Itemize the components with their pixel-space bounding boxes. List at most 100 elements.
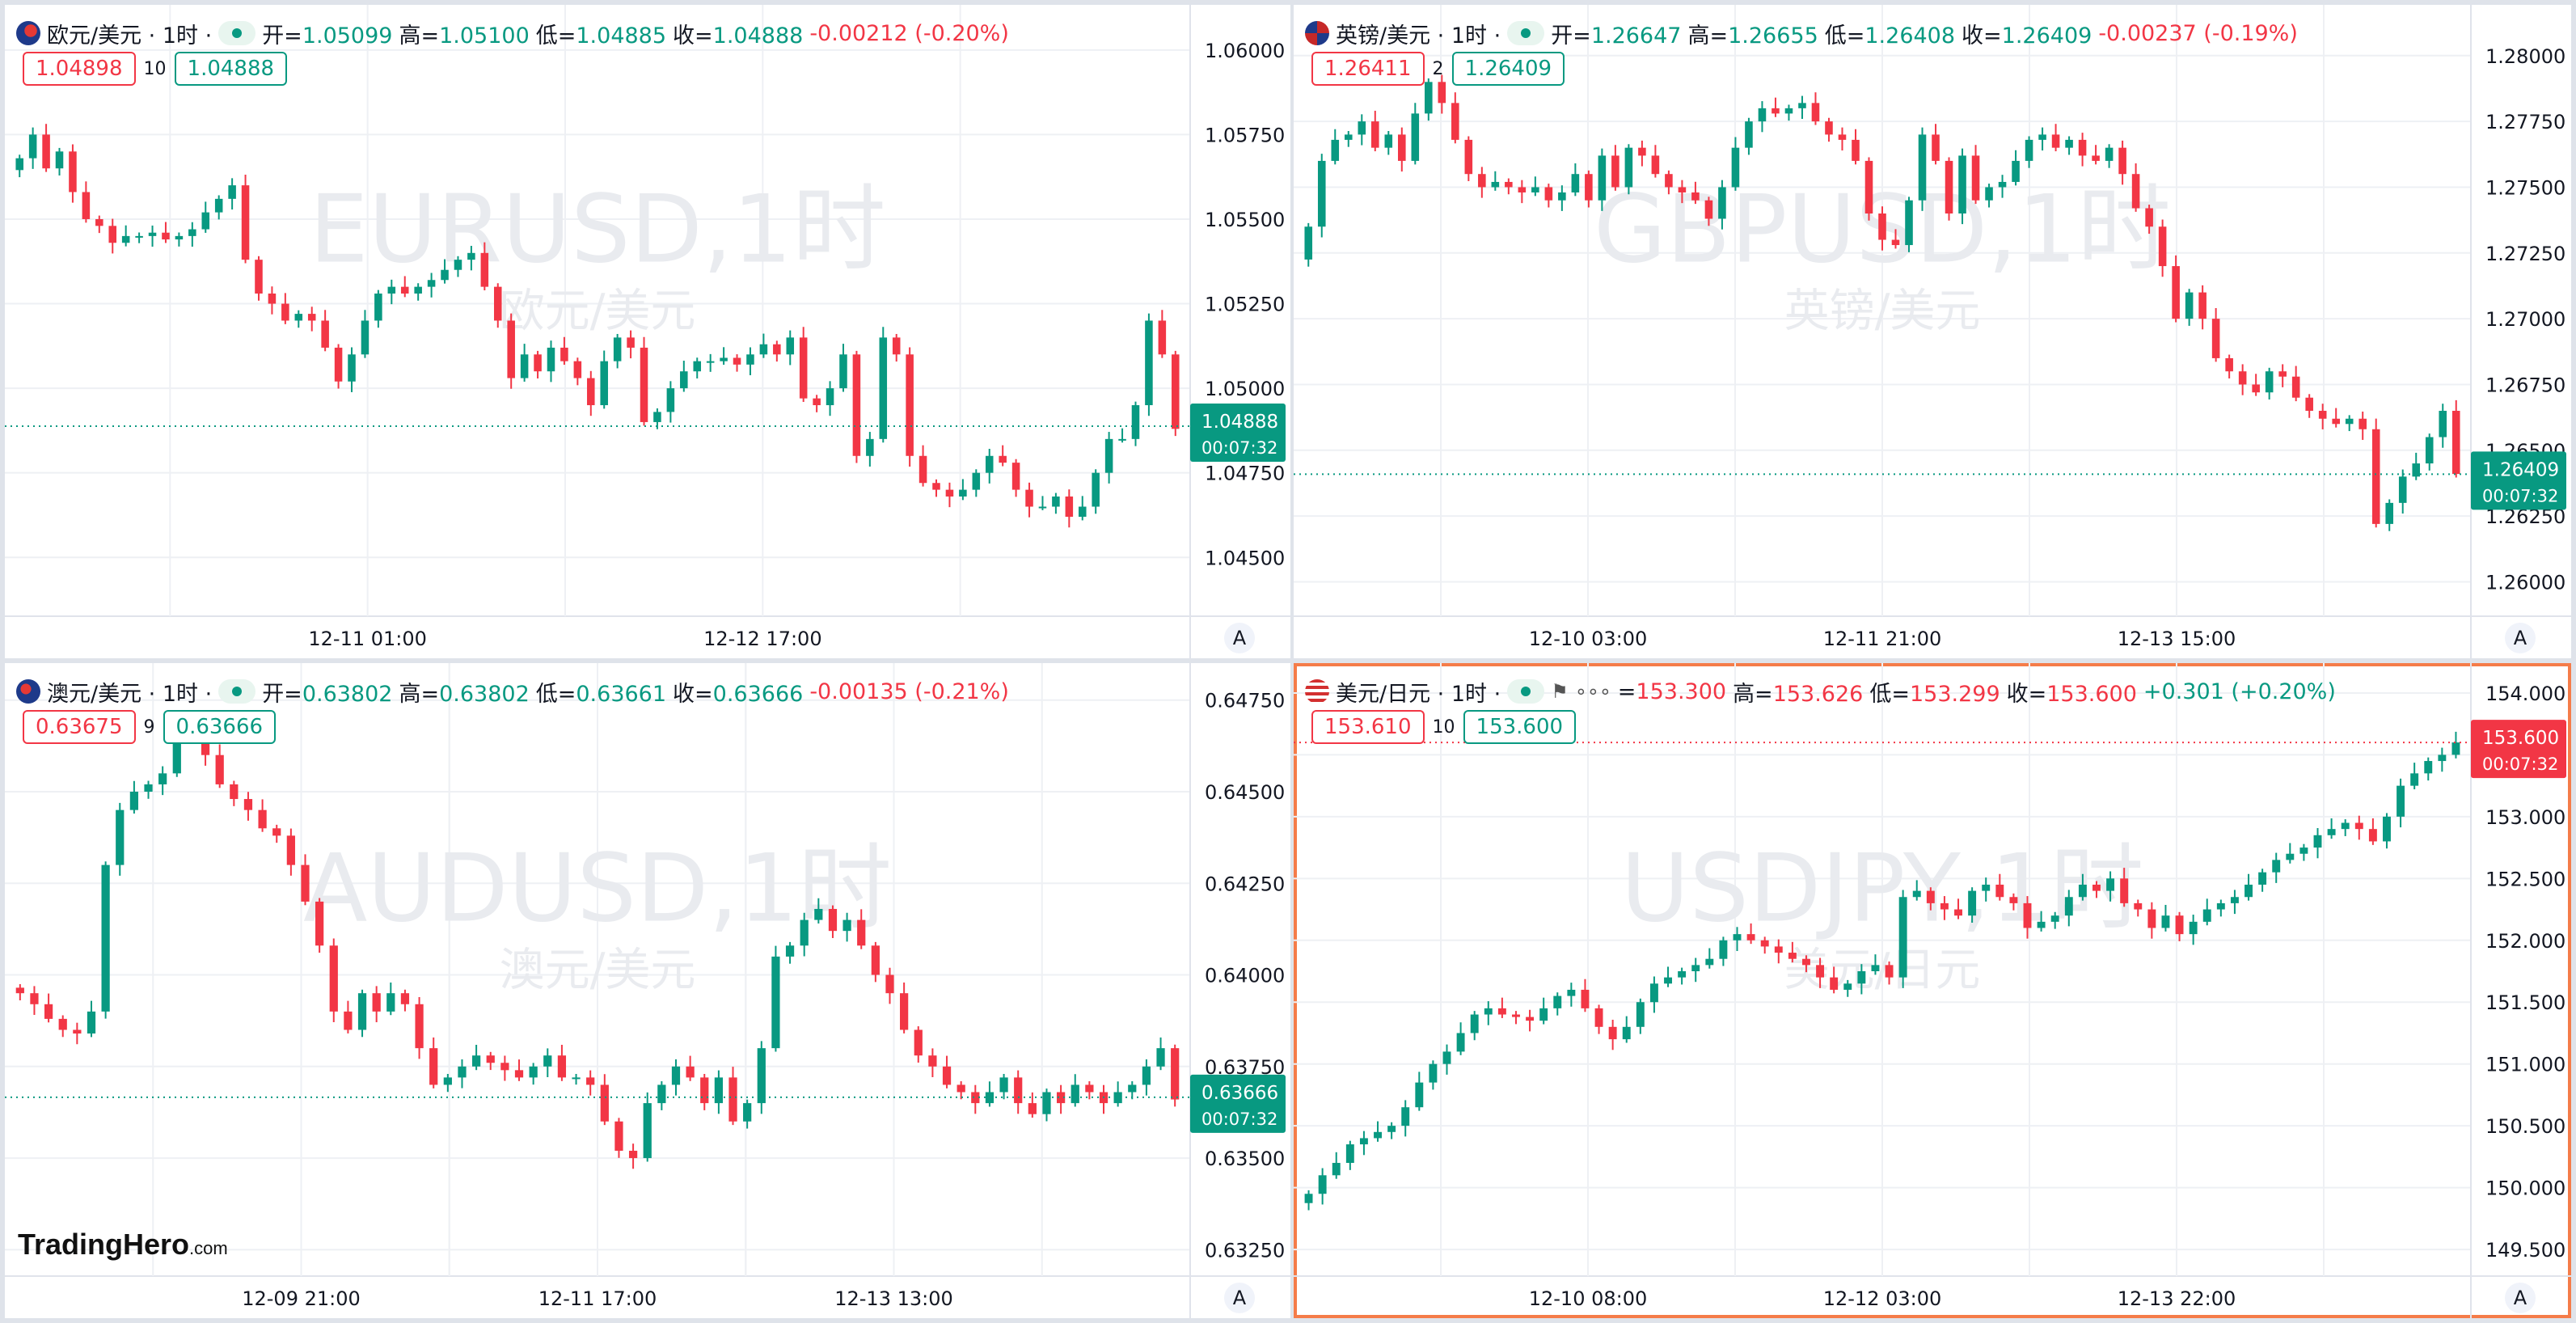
candle-body[interactable] (2451, 411, 2460, 475)
candle-body[interactable] (1567, 989, 1576, 996)
candle-body[interactable] (1464, 139, 1473, 175)
candle-body[interactable] (1731, 147, 1740, 188)
symbol-header[interactable]: 英镑/美元 · 1时 · 开=1.26647 高=1.26655 低=1.26408 收… (1305, 13, 2298, 53)
candle-body[interactable] (2286, 853, 2295, 860)
candle-body[interactable] (2025, 139, 2033, 161)
candle-body[interactable] (560, 347, 568, 361)
candle-body[interactable] (2051, 134, 2060, 148)
market-status-icon[interactable] (218, 679, 256, 704)
candle-body[interactable] (214, 198, 223, 213)
candle-body[interactable] (480, 252, 489, 287)
candle-body[interactable] (1611, 155, 1620, 188)
candle-body[interactable] (932, 483, 940, 490)
candle-body[interactable] (1415, 1082, 1424, 1108)
candle-body[interactable] (1825, 121, 1833, 135)
candle-body[interactable] (1665, 174, 1673, 188)
candle-body[interactable] (2258, 872, 2267, 885)
candle-body[interactable] (2238, 371, 2247, 385)
candle-body[interactable] (600, 1084, 609, 1122)
candle-body[interactable] (720, 357, 728, 361)
candle-body[interactable] (1864, 160, 1873, 213)
candle-body[interactable] (2172, 266, 2180, 319)
candle-body[interactable] (1065, 496, 1074, 518)
candle-body[interactable] (301, 864, 310, 902)
candle-body[interactable] (1539, 1008, 1548, 1021)
candle-body[interactable] (1772, 108, 1780, 114)
candle-body[interactable] (228, 185, 236, 199)
candle-body[interactable] (1553, 995, 1562, 1008)
candle-body[interactable] (441, 269, 449, 281)
candle-body[interactable] (956, 1084, 965, 1093)
candle-body[interactable] (640, 347, 648, 422)
candle-body[interactable] (2175, 915, 2184, 935)
symbol-title[interactable]: 美元/日元 · 1时 · (1336, 681, 1501, 707)
candle-body[interactable] (243, 799, 253, 810)
candle-body[interactable] (1358, 121, 1366, 135)
candle-body[interactable] (1113, 1092, 1122, 1104)
candle-body[interactable] (786, 337, 795, 355)
buy-button[interactable]: 1.26409 (1451, 52, 1565, 86)
candle-body[interactable] (839, 354, 847, 389)
candle-body[interactable] (1622, 1026, 1631, 1040)
candle-body[interactable] (315, 901, 324, 946)
candle-body[interactable] (230, 784, 239, 800)
candle-body[interactable] (2318, 411, 2327, 419)
candle-body[interactable] (520, 354, 529, 378)
candle-body[interactable] (529, 1066, 538, 1078)
candle-body[interactable] (1733, 934, 1742, 940)
auto-scale-button[interactable]: A (2505, 623, 2536, 653)
candle-body[interactable] (2327, 829, 2336, 835)
candle-body[interactable] (2120, 878, 2129, 903)
candle-body[interactable] (1085, 1084, 1094, 1093)
candle-body[interactable] (486, 1055, 495, 1063)
candle-body[interactable] (918, 455, 927, 484)
symbol-header[interactable]: 美元/日元 · 1时 · ⚑ ∘∘∘ =153.300 高=153.626 低=153.2… (1305, 671, 2336, 712)
candle-body[interactable] (1774, 946, 1783, 953)
candle-body[interactable] (643, 1103, 652, 1159)
candle-body[interactable] (2332, 418, 2340, 425)
chart-canvas[interactable]: 154.000153.500153.000152.500152.000151.5… (1294, 663, 2571, 1318)
candle-body[interactable] (800, 919, 809, 946)
candle-body[interactable] (15, 987, 24, 994)
auto-scale-button[interactable]: A (1224, 623, 1255, 653)
candle-body[interactable] (1843, 983, 1852, 990)
candle-body[interactable] (1885, 965, 1894, 978)
candle-body[interactable] (1760, 940, 1769, 947)
candle-body[interactable] (2385, 502, 2394, 524)
candle-body[interactable] (1636, 1002, 1645, 1027)
candle-body[interactable] (1092, 472, 1100, 507)
candle-body[interactable] (2230, 897, 2239, 903)
candle-body[interactable] (1470, 1014, 1479, 1033)
candle-body[interactable] (2092, 155, 2100, 161)
candle-body[interactable] (471, 1055, 481, 1067)
candle-body[interactable] (900, 993, 909, 1030)
candle-body[interactable] (201, 212, 210, 230)
candle-body[interactable] (172, 725, 181, 774)
candle-body[interactable] (1071, 1084, 1079, 1104)
candle-body[interactable] (108, 226, 117, 243)
candle-body[interactable] (1056, 1092, 1066, 1104)
candle-body[interactable] (1331, 139, 1340, 161)
candle-body[interactable] (241, 185, 250, 260)
candle-body[interactable] (826, 388, 834, 406)
candle-body[interactable] (2354, 822, 2363, 830)
candle-body[interactable] (2397, 785, 2405, 817)
candle-body[interactable] (87, 1011, 96, 1034)
candle-body[interactable] (759, 344, 768, 355)
candle-body[interactable] (2425, 437, 2434, 464)
candle-body[interactable] (985, 455, 994, 473)
candle-body[interactable] (1429, 1063, 1438, 1083)
candle-body[interactable] (914, 1029, 923, 1056)
candle-body[interactable] (1304, 226, 1313, 260)
candle-body[interactable] (1156, 1048, 1165, 1067)
candle-body[interactable] (286, 835, 295, 865)
candle-body[interactable] (1411, 113, 1420, 161)
candle-body[interactable] (28, 134, 37, 159)
candle-body[interactable] (162, 232, 170, 240)
candle-body[interactable] (1518, 187, 1527, 192)
candle-body[interactable] (1898, 897, 1907, 978)
candle-body[interactable] (728, 1077, 737, 1122)
candle-body[interactable] (959, 489, 967, 497)
candle-body[interactable] (799, 337, 808, 399)
candle-body[interactable] (1028, 1103, 1037, 1114)
